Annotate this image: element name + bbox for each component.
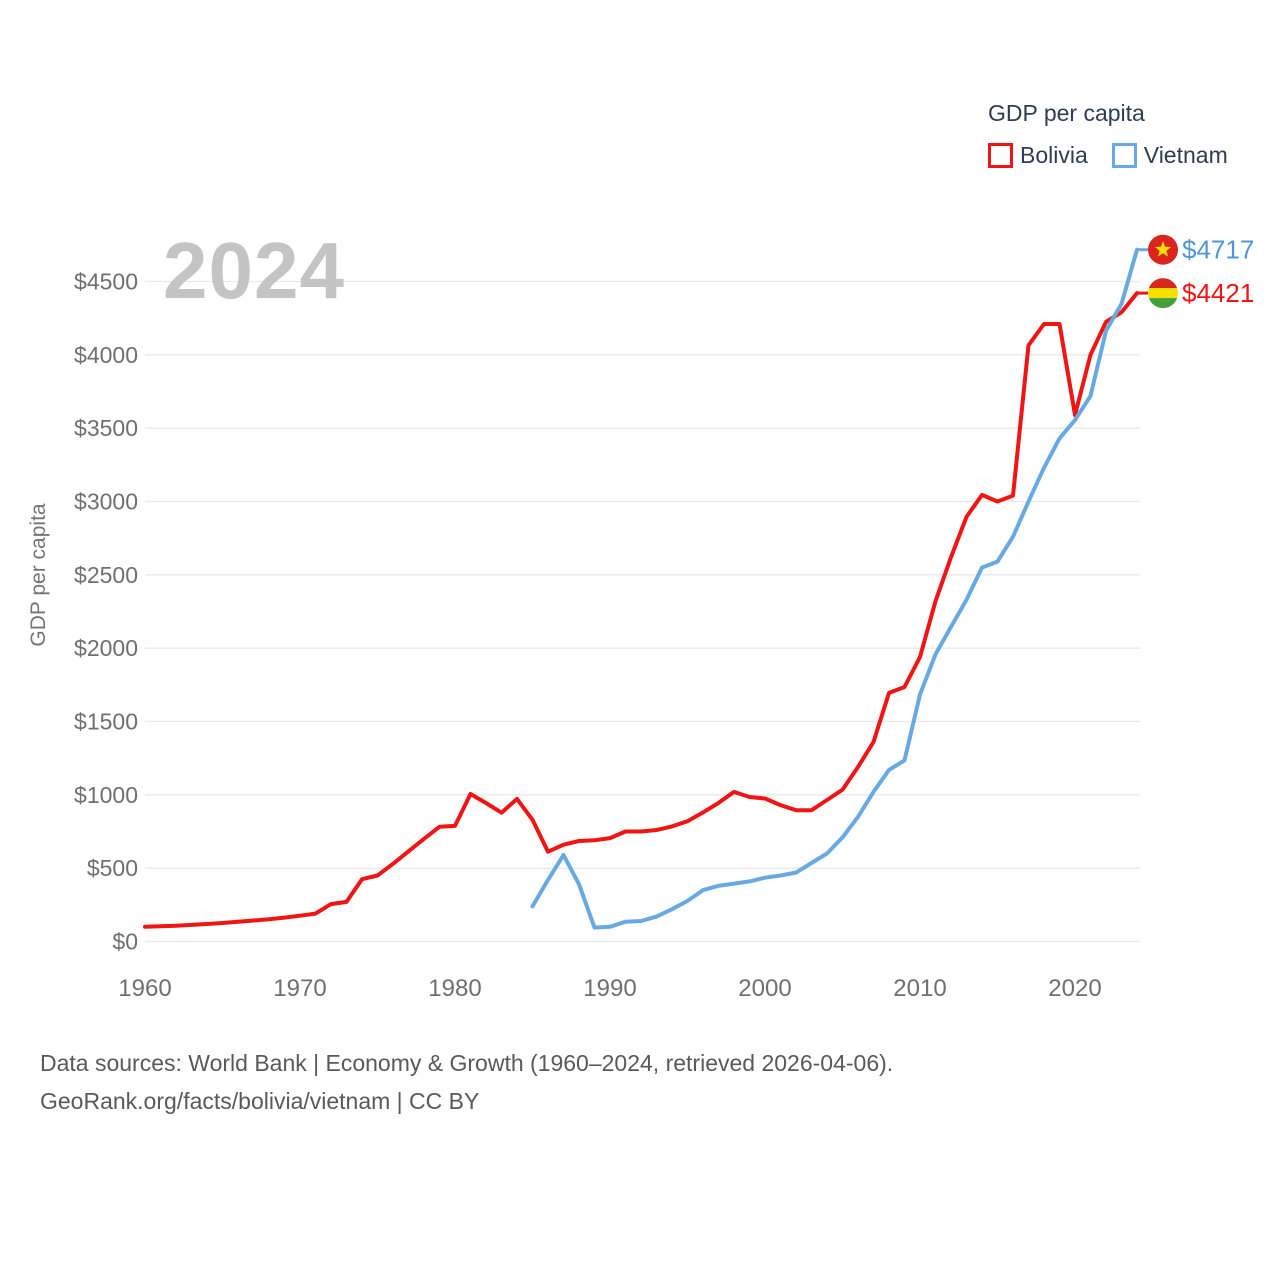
y-tick-label: $0 <box>112 929 138 955</box>
footer-data-sources: Data sources: World Bank | Economy & Gro… <box>40 1050 894 1076</box>
footer-attribution-link: GeoRank.org/facts/bolivia/vietnam | CC B… <box>40 1088 480 1114</box>
y-tick-label: $4500 <box>74 269 138 295</box>
y-tick-label: $500 <box>87 855 138 881</box>
bolivia-flag-icon <box>1148 278 1178 309</box>
legend-swatch-vietnam <box>1111 143 1137 168</box>
legend-swatch-bolivia <box>988 143 1013 168</box>
bolivia-flag-stripe <box>1148 278 1178 289</box>
x-tick-label: 1990 <box>583 975 636 1002</box>
legend-label: Bolivia <box>1020 142 1088 168</box>
bolivia-line <box>143 291 1139 929</box>
y-tick-label: $4000 <box>74 342 138 368</box>
y-tick-label: $3000 <box>74 489 138 515</box>
legend-item-vietnam[interactable]: Vietnam <box>1111 142 1228 169</box>
y-tick-label: $3500 <box>74 415 138 441</box>
legend-item-bolivia[interactable]: Bolivia <box>988 142 1088 169</box>
bolivia-flag-stripe <box>1148 288 1178 299</box>
x-tick-label: 2010 <box>893 975 946 1002</box>
bolivia-flag-stripe <box>1148 298 1178 309</box>
vietnam-line <box>530 247 1139 930</box>
legend-label: Vietnam <box>1143 142 1228 168</box>
legend-title: GDP per capita <box>988 100 1145 126</box>
footer: Data sources: World Bank | Economy & Gro… <box>40 1044 893 1120</box>
legend-items: Bolivia Vietnam <box>988 142 1228 169</box>
legend: GDP per capita Bolivia Vietnam <box>988 100 1228 169</box>
x-tick-label: 1980 <box>428 975 481 1002</box>
x-tick-label: 1960 <box>118 975 171 1002</box>
x-tick-label: 2020 <box>1048 975 1101 1002</box>
y-tick-label: $1000 <box>74 782 138 808</box>
y-tick-label: $2500 <box>74 562 138 588</box>
y-tick-label: $2000 <box>74 635 138 661</box>
x-tick-label: 2000 <box>738 975 791 1002</box>
y-tick-label: $1500 <box>74 709 138 735</box>
x-tick-label: 1970 <box>273 975 326 1002</box>
vietnam-flag-star <box>1154 241 1172 257</box>
bolivia-end-value-label: $4421 <box>1182 278 1254 308</box>
vietnam-end-value-label: $4717 <box>1182 235 1254 265</box>
watermark-year: 2024 <box>163 226 345 315</box>
